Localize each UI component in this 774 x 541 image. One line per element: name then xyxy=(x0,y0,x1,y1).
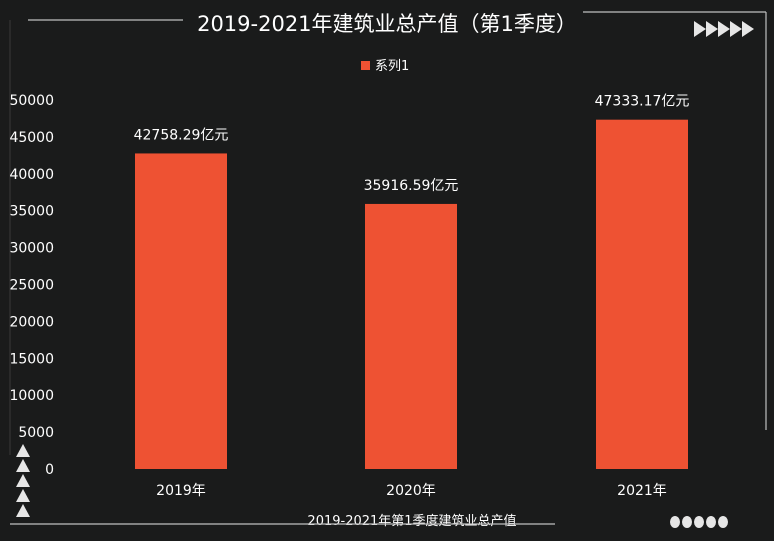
data-label: 42758.29亿元 xyxy=(134,127,229,143)
x-axis: 2019年 2020年 2021年 xyxy=(156,483,667,499)
frame-decoration xyxy=(9,11,767,525)
legend-swatch xyxy=(361,61,370,70)
bar xyxy=(135,153,227,469)
play-arrow-icon xyxy=(718,21,730,37)
y-tick-label: 40000 xyxy=(9,167,54,183)
play-arrow-icon xyxy=(742,21,754,37)
legend: 系列1 xyxy=(361,59,409,74)
y-tick-label: 45000 xyxy=(9,130,54,146)
y-tick-label: 5000 xyxy=(18,425,54,441)
x-tick-label: 2021年 xyxy=(617,483,667,499)
dot-icon xyxy=(670,516,680,528)
up-arrow-icon xyxy=(16,444,30,457)
dot-icon xyxy=(718,516,728,528)
chart-title: 2019-2021年建筑业总产值（第1季度） xyxy=(197,12,577,36)
y-tick-label: 0 xyxy=(45,462,54,478)
y-axis: 0 5000 10000 15000 20000 25000 30000 35000 40000… xyxy=(9,93,54,478)
data-label: 47333.17亿元 xyxy=(595,94,690,110)
chart-subtitle: 2019-2021年第1季度建筑业总产值 xyxy=(307,514,517,529)
up-arrow-icon xyxy=(16,459,30,472)
bar xyxy=(365,203,457,470)
x-tick-label: 2019年 xyxy=(156,483,206,499)
ornaments xyxy=(16,21,754,528)
y-tick-label: 25000 xyxy=(9,278,54,294)
up-arrow-icon xyxy=(16,504,30,517)
y-tick-label: 15000 xyxy=(9,351,54,367)
dot-icon xyxy=(706,516,716,528)
y-tick-label: 10000 xyxy=(9,388,54,404)
up-arrow-icon xyxy=(16,489,30,502)
dot-icon xyxy=(694,516,704,528)
play-arrow-icon xyxy=(694,21,706,37)
y-tick-label: 20000 xyxy=(9,314,54,330)
play-arrow-icon xyxy=(706,21,718,37)
bar xyxy=(596,119,688,469)
up-arrow-icon xyxy=(16,474,30,487)
data-labels: 42758.29亿元 35916.59亿元 47333.17亿元 xyxy=(134,94,690,194)
legend-label: 系列1 xyxy=(375,59,409,74)
bars xyxy=(135,119,688,470)
data-label: 35916.59亿元 xyxy=(364,178,459,194)
y-tick-label: 50000 xyxy=(9,93,54,109)
y-tick-label: 30000 xyxy=(9,241,54,257)
x-tick-label: 2020年 xyxy=(386,483,436,499)
play-arrow-icon xyxy=(730,21,742,37)
y-tick-label: 35000 xyxy=(9,204,54,220)
dot-icon xyxy=(682,516,692,528)
